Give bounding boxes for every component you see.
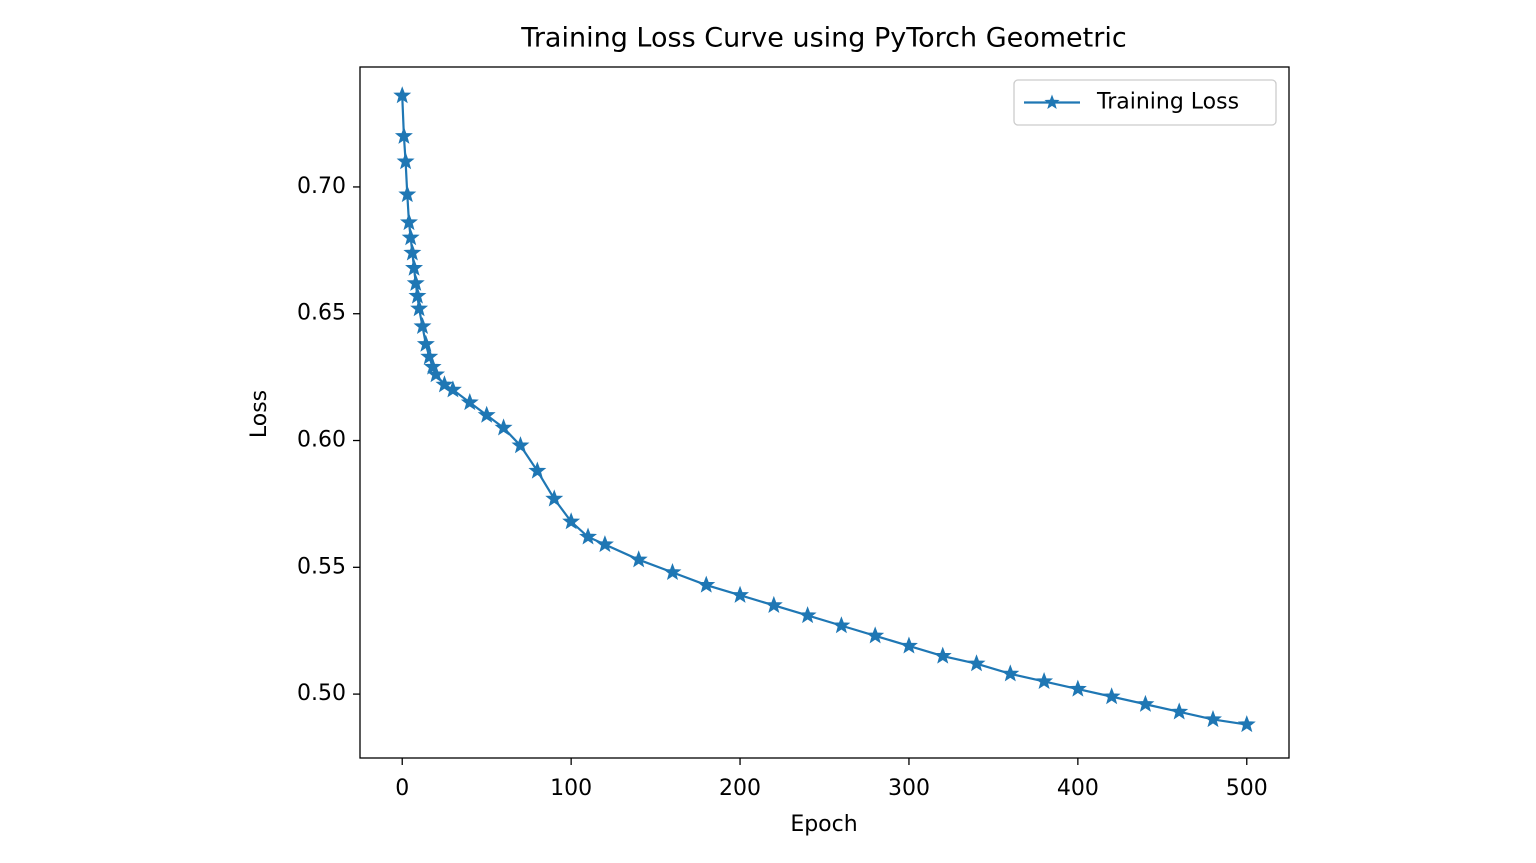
x-tick-label: 200 — [719, 776, 761, 801]
point-marker — [410, 299, 429, 317]
point-marker — [494, 418, 513, 436]
point-marker — [731, 585, 750, 603]
y-tick-label: 0.55 — [297, 554, 346, 579]
point-marker — [398, 185, 417, 203]
point-marker — [511, 436, 530, 454]
point-marker — [413, 316, 432, 335]
point-marker — [1170, 702, 1189, 720]
point-marker — [435, 375, 454, 393]
point-marker — [764, 595, 783, 613]
point-marker — [416, 334, 435, 352]
point-marker — [403, 243, 422, 261]
point-marker — [1136, 694, 1155, 712]
point-marker — [477, 405, 496, 423]
y-axis-label: Loss — [247, 390, 272, 438]
point-marker — [832, 616, 851, 634]
point-marker — [443, 380, 462, 398]
point-marker — [933, 646, 952, 664]
legend-box — [1013, 79, 1277, 126]
point-marker — [405, 258, 424, 276]
point-marker — [899, 636, 918, 654]
point-marker — [798, 606, 817, 624]
point-marker — [1102, 687, 1121, 705]
point-marker — [1237, 715, 1256, 733]
y-tick-label: 0.70 — [297, 174, 346, 199]
x-tick-label: 400 — [1057, 776, 1099, 801]
point-marker — [396, 152, 415, 170]
point-marker — [562, 512, 581, 530]
y-tick-label: 0.65 — [297, 301, 346, 326]
point-marker — [394, 126, 413, 144]
y-tick-label: 0.60 — [297, 428, 346, 453]
point-marker — [579, 527, 597, 545]
point-marker — [406, 273, 425, 291]
x-tick-label: 500 — [1226, 776, 1268, 801]
point-marker — [663, 562, 682, 581]
point-marker — [460, 393, 479, 411]
point-marker — [528, 461, 547, 479]
point-marker — [423, 357, 442, 375]
point-marker — [1001, 664, 1020, 682]
point-marker — [866, 626, 885, 644]
x-tick-label: 100 — [550, 776, 592, 801]
point-marker — [420, 347, 439, 365]
point-marker — [393, 86, 412, 104]
point-marker — [1204, 710, 1222, 728]
point-marker — [967, 654, 986, 672]
loss-line — [401, 95, 1247, 726]
point-marker — [1068, 679, 1087, 697]
point-marker — [545, 489, 564, 507]
point-marker — [427, 365, 445, 383]
x-tick-label: 0 — [395, 776, 409, 801]
legend-marker — [1044, 94, 1060, 109]
x-tick-label: 300 — [888, 776, 930, 801]
point-marker — [408, 286, 427, 304]
point-marker — [1035, 671, 1054, 690]
x-axis-label: Epoch — [790, 812, 857, 837]
point-marker — [401, 228, 420, 246]
y-tick-label: 0.50 — [297, 681, 346, 706]
plot-frame — [359, 66, 1290, 759]
point-marker — [629, 550, 648, 568]
point-marker — [697, 575, 716, 593]
point-marker — [400, 213, 418, 231]
point-marker — [595, 535, 614, 553]
legend-label: Training Loss — [1096, 90, 1239, 115]
chart-title: Training Loss Curve using PyTorch Geomet… — [520, 23, 1126, 54]
